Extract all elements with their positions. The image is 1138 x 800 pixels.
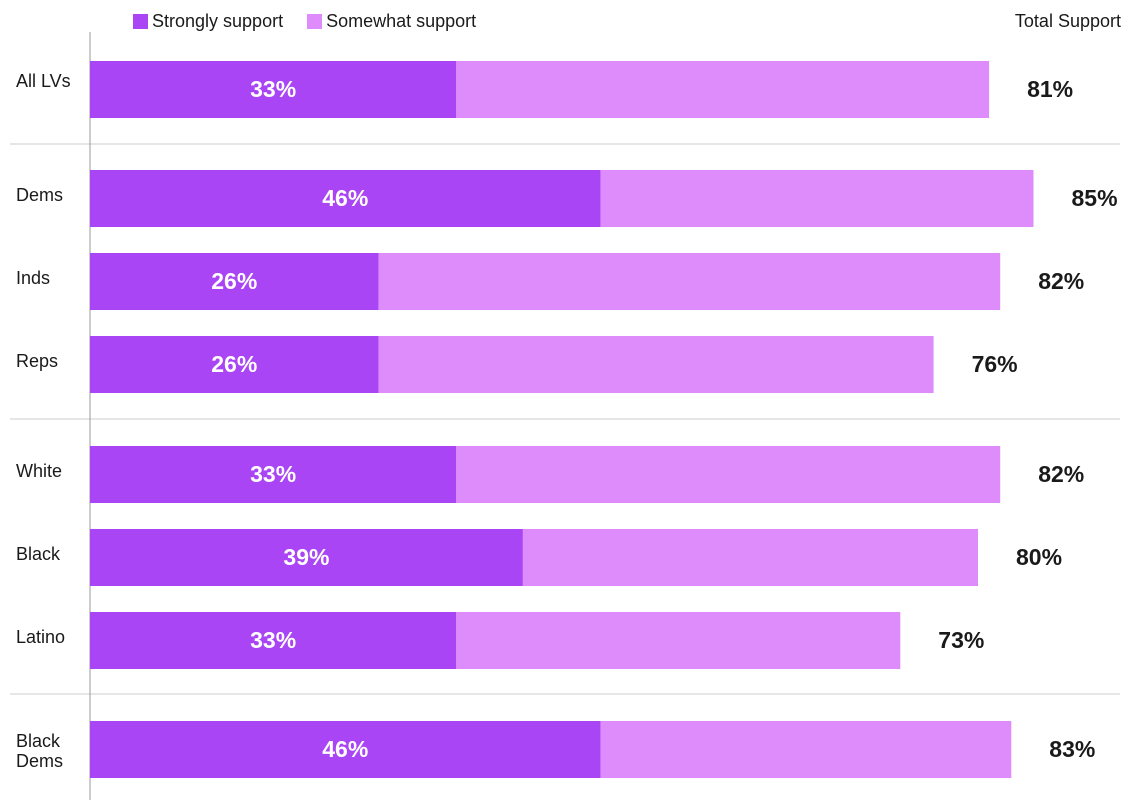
legend-item-somewhat: Somewhat support xyxy=(307,11,476,32)
total-value-label-6: 73% xyxy=(938,627,985,653)
total-value-label-4: 82% xyxy=(1038,461,1085,487)
row-label-3: Reps xyxy=(16,351,59,371)
legend-label-strongly: Strongly support xyxy=(152,10,284,31)
row-label-0: All LVs xyxy=(16,71,71,91)
legend-swatch-strongly xyxy=(133,13,148,29)
total-value-label-3: 76% xyxy=(971,351,1018,377)
row-label-6: Latino xyxy=(16,627,66,647)
strongly-value-label-4: 33% xyxy=(250,461,297,487)
row-label-2: Inds xyxy=(16,268,51,288)
row-label-5: Black xyxy=(16,544,61,564)
total-value-label-7: 83% xyxy=(1049,736,1096,762)
strongly-value-label-7: 46% xyxy=(322,736,369,762)
bar-somewhat-2 xyxy=(378,253,1001,310)
total-value-label-5: 80% xyxy=(1016,544,1063,570)
strongly-value-label-2: 26% xyxy=(211,268,258,294)
bar-somewhat-7 xyxy=(600,721,1012,778)
legend-label-somewhat: Somewhat support xyxy=(326,10,477,31)
bar-somewhat-3 xyxy=(378,336,934,393)
legend: Strongly support Somewhat support xyxy=(133,10,476,32)
strongly-value-label-1: 46% xyxy=(322,185,369,211)
legend-item-strongly: Strongly support xyxy=(133,11,283,32)
strongly-value-label-6: 33% xyxy=(250,627,297,653)
bar-strongly-2 xyxy=(90,253,379,310)
row-label-1: Dems xyxy=(16,185,64,205)
row-label-4: White xyxy=(16,461,63,481)
bar-strongly-5 xyxy=(90,529,523,586)
bar-somewhat-0 xyxy=(456,61,990,118)
bar-strongly-1 xyxy=(90,170,601,227)
total-support-header: Total Support xyxy=(1014,11,1121,31)
bar-strongly-4 xyxy=(90,446,457,503)
bar-somewhat-1 xyxy=(600,170,1034,227)
row-label-7: Black Dems xyxy=(16,731,64,771)
bar-strongly-0 xyxy=(90,61,457,118)
bar-strongly-7 xyxy=(90,721,601,778)
bar-somewhat-6 xyxy=(456,612,901,669)
total-value-label-0: 81% xyxy=(1027,76,1074,102)
total-value-label-2: 82% xyxy=(1038,268,1085,294)
strongly-value-label-0: 33% xyxy=(250,76,297,102)
bar-strongly-3 xyxy=(90,336,379,393)
legend-swatch-somewhat xyxy=(307,13,323,29)
strongly-value-label-3: 26% xyxy=(211,351,258,377)
strongly-value-label-5: 39% xyxy=(283,544,330,570)
total-value-label-1: 85% xyxy=(1071,185,1118,211)
bar-somewhat-5 xyxy=(522,529,978,586)
bar-somewhat-4 xyxy=(456,446,1001,503)
bar-strongly-6 xyxy=(90,612,457,669)
